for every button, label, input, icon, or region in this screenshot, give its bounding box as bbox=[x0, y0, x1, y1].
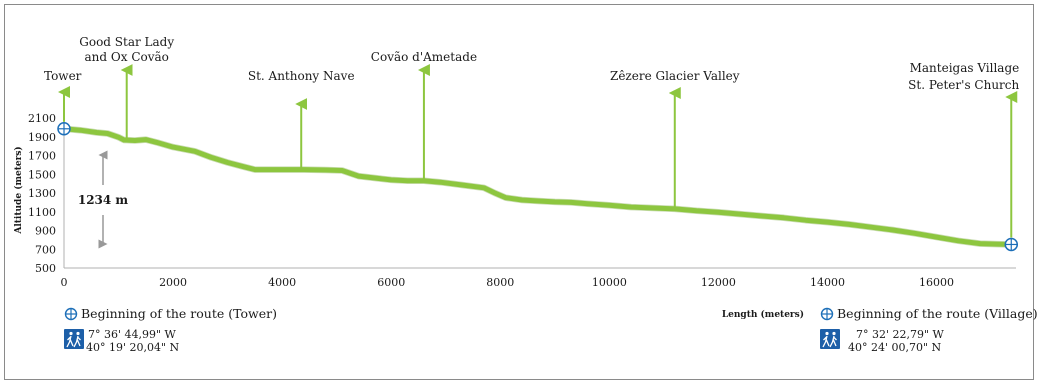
elevation-span-label: 1234 m bbox=[78, 193, 129, 207]
x-tick-label: 8000 bbox=[486, 276, 514, 289]
y-tick-label: 500 bbox=[35, 262, 56, 275]
x-tick-label: 10000 bbox=[592, 276, 627, 289]
waypoint-label: Zêzere Glacier Valley bbox=[610, 69, 740, 83]
waypoint-0: Tower bbox=[44, 69, 82, 122]
elevation-profile bbox=[60, 125, 1015, 248]
y-tick-label: 900 bbox=[35, 225, 56, 238]
waypoint-label: Tower bbox=[44, 69, 82, 83]
end-point-marker bbox=[1004, 237, 1019, 252]
start-point-marker bbox=[57, 122, 71, 136]
legend-end: Beginning of the route (Village) 7° 32' … bbox=[820, 306, 1038, 354]
y-tick-label: 1100 bbox=[28, 206, 56, 219]
hiker-icon bbox=[64, 329, 84, 349]
legend-end-lon: 7° 32' 22,79" W bbox=[856, 328, 945, 341]
y-tick-label: 2100 bbox=[28, 112, 56, 125]
hiker-icon bbox=[820, 329, 840, 349]
waypoint-2: St. Anthony Nave bbox=[248, 69, 355, 168]
x-tick-labels: 0 2000 4000 6000 8000 10000 12000 14000 16000 bbox=[61, 276, 955, 289]
x-tick-label: 14000 bbox=[810, 276, 845, 289]
y-tick-label: 1300 bbox=[28, 187, 56, 200]
waypoint-5: Manteigas Village St. Peter's Church bbox=[908, 61, 1020, 238]
y-tick-label: 1500 bbox=[28, 168, 56, 181]
waypoint-label: St. Peter's Church bbox=[908, 78, 1019, 92]
x-axis-title: Length (meters) bbox=[722, 309, 804, 320]
y-axis-title: Altitude (meters) bbox=[13, 146, 24, 234]
x-tick-label: 0 bbox=[61, 276, 68, 289]
waypoint-4: Zêzere Glacier Valley bbox=[610, 69, 740, 207]
waypoint-label: Covão d'Ametade bbox=[371, 50, 477, 64]
legend-start: Beginning of the route (Tower) 7° 36' 44… bbox=[64, 306, 277, 354]
y-tick-labels: 500 700 900 1100 1300 1500 1700 1900 2100 bbox=[28, 112, 56, 275]
y-tick-label: 700 bbox=[35, 243, 56, 256]
legend-start-title: Beginning of the route (Tower) bbox=[81, 306, 277, 321]
legend-end-lat: 40° 24' 00,70" N bbox=[848, 341, 942, 354]
x-tick-label: 12000 bbox=[701, 276, 736, 289]
chart-frame bbox=[4, 4, 1034, 380]
waypoint-label: Manteigas Village bbox=[910, 61, 1020, 75]
y-tick-label: 1900 bbox=[28, 131, 56, 144]
profile-line bbox=[61, 126, 1014, 247]
x-tick-label: 16000 bbox=[919, 276, 954, 289]
legend-end-title: Beginning of the route (Village) bbox=[837, 306, 1038, 321]
waypoint-label: and Ox Covão bbox=[85, 50, 169, 64]
waypoint-label: Good Star Lady bbox=[79, 35, 174, 49]
crosshair-icon bbox=[820, 307, 834, 321]
crosshair-icon bbox=[64, 307, 78, 321]
x-tick-label: 2000 bbox=[159, 276, 187, 289]
legend-start-lat: 40° 19' 20,04" N bbox=[86, 341, 180, 354]
waypoint-label: St. Anthony Nave bbox=[248, 69, 355, 83]
waypoint-3: Covão d'Ametade bbox=[371, 50, 477, 179]
y-tick-label: 1700 bbox=[28, 150, 56, 163]
x-tick-label: 6000 bbox=[377, 276, 405, 289]
x-tick-label: 4000 bbox=[268, 276, 296, 289]
legend-start-lon: 7° 36' 44,99" W bbox=[88, 328, 177, 341]
